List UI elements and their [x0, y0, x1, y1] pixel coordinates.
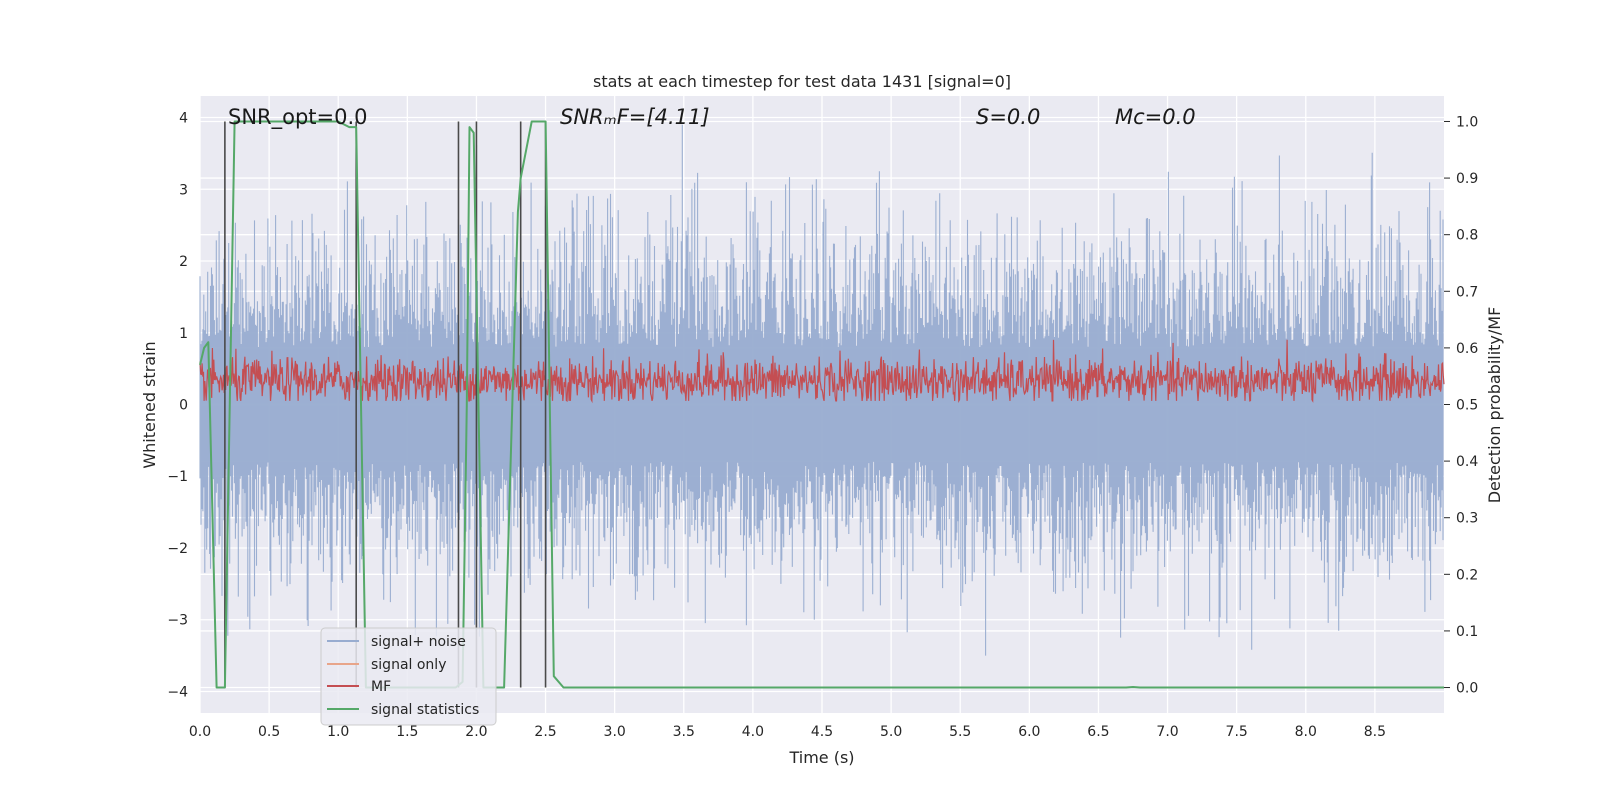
- x-tick-label: 2.0: [465, 724, 487, 740]
- y-left-tick-labels: −4 −3 −2 −1 0 1 2 3 4: [167, 111, 188, 701]
- x-tick-label: 4.5: [811, 724, 833, 740]
- y-left-tick-label: 4: [179, 111, 188, 127]
- y-right-axis-label: Detection probability/MF: [1485, 307, 1504, 504]
- y-right-tick-label: 0.0: [1456, 681, 1478, 697]
- x-tick-label: 7.5: [1226, 724, 1248, 740]
- y-right-tick-label: 0.8: [1456, 228, 1478, 244]
- y-right-tick-label: 0.9: [1456, 171, 1478, 187]
- x-tick-label: 3.5: [673, 724, 695, 740]
- vertical-lines: [224, 121, 547, 688]
- annotation-snr-opt: SNR_opt=0.0: [228, 105, 368, 130]
- y-left-tick-label: 0: [179, 398, 188, 414]
- annotation-snr-mf: SNRₘF=[4.11]: [560, 105, 710, 129]
- signal-statistics-line: [199, 120, 1444, 689]
- x-tick-label: 0.5: [258, 724, 280, 740]
- y-right-tick-label: 0.1: [1456, 624, 1478, 640]
- x-tick-label: 7.0: [1156, 724, 1178, 740]
- y-right-tick-labels: 0.0 0.1 0.2 0.3 0.4 0.5 0.6 0.7 0.8 0.9 1.0: [1444, 114, 1478, 697]
- annotation-mc: Mc=0.0: [1115, 105, 1196, 129]
- x-tick-label: 5.0: [880, 724, 902, 740]
- legend-label: MF: [371, 679, 391, 695]
- y-right-tick-label: 1.0: [1456, 114, 1478, 130]
- x-tick-label: 1.0: [327, 724, 349, 740]
- x-tick-label: 0.0: [189, 724, 211, 740]
- mf-line: [199, 339, 1445, 404]
- x-tick-label: 6.5: [1087, 724, 1109, 740]
- y-left-tick-label: 3: [179, 182, 188, 198]
- legend-label: signal+ noise: [371, 634, 466, 650]
- y-left-tick-label: −1: [167, 469, 188, 485]
- y-right-tick-label: 0.4: [1456, 454, 1478, 470]
- legend-label: signal only: [371, 657, 446, 673]
- x-tick-label: 4.0: [742, 724, 764, 740]
- legend: signal+ noise signal only MF signal stat…: [320, 627, 497, 726]
- legend-box: [320, 627, 497, 726]
- y-left-axis-label: Whitened strain: [140, 341, 159, 468]
- y-right-tick-label: 0.5: [1456, 398, 1478, 414]
- x-tick-label: 5.5: [949, 724, 971, 740]
- legend-item-mf: MF: [327, 679, 391, 695]
- legend-label: signal statistics: [371, 702, 479, 718]
- y-right-tick-label: 0.3: [1456, 511, 1478, 527]
- y-left-tick-label: −4: [167, 684, 188, 700]
- legend-item-signal-only: signal only: [327, 657, 446, 673]
- x-tick-label: 2.5: [534, 724, 556, 740]
- annotation-s: S=0.0: [976, 105, 1040, 129]
- x-tick-label: 6.0: [1018, 724, 1040, 740]
- series-mf: [199, 339, 1445, 404]
- x-axis-label: Time (s): [788, 748, 854, 767]
- chart-title: stats at each timestep for test data 143…: [593, 72, 1011, 91]
- series-signal-statistics: [199, 120, 1444, 689]
- legend-item-signal-noise: signal+ noise: [327, 634, 466, 650]
- x-tick-label: 3.0: [604, 724, 626, 740]
- y-right-tick-label: 0.6: [1456, 341, 1478, 357]
- y-left-tick-label: −2: [167, 541, 188, 557]
- x-tick-label: 8.0: [1295, 724, 1317, 740]
- y-left-tick-label: 1: [179, 326, 188, 342]
- x-tick-labels: 0.0 0.5 1.0 1.5 2.0 2.5 3.0 3.5 4.0 4.5 5.0 5.5 6.0 6…: [189, 724, 1386, 740]
- y-right-tick-label: 0.7: [1456, 284, 1478, 300]
- x-tick-label: 1.5: [396, 724, 418, 740]
- x-tick-label: 8.5: [1364, 724, 1386, 740]
- y-left-tick-label: −3: [167, 613, 188, 629]
- y-right-tick-label: 0.2: [1456, 567, 1478, 583]
- y-left-tick-label: 2: [179, 254, 188, 270]
- legend-item-signal-statistics: signal statistics: [327, 702, 479, 718]
